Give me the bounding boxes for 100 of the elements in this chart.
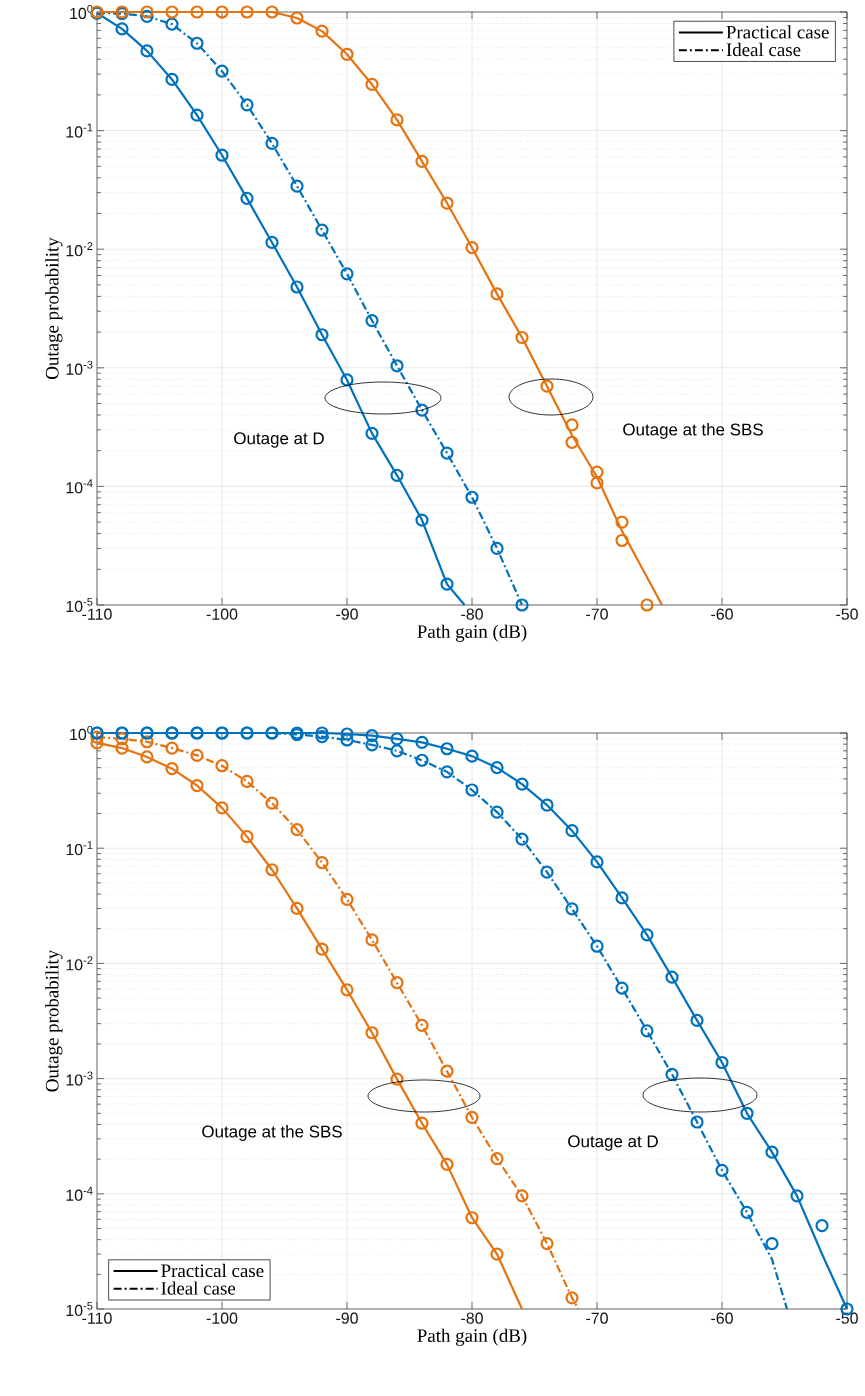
x-tick-label: -80	[461, 608, 483, 620]
point	[415, 403, 429, 417]
point	[365, 77, 379, 92]
point	[515, 598, 529, 612]
point	[315, 223, 329, 237]
point	[390, 468, 404, 482]
point	[540, 798, 554, 812]
point	[515, 330, 529, 345]
legend-label: Ideal case	[726, 42, 801, 57]
point	[540, 1236, 554, 1251]
point	[590, 855, 604, 869]
annotation: Outage at the SBS	[623, 423, 763, 439]
point	[365, 314, 379, 328]
point	[465, 490, 479, 504]
x-tick-label: -60	[711, 608, 733, 620]
point	[415, 735, 429, 749]
point	[340, 373, 354, 387]
point	[390, 744, 404, 758]
point	[190, 748, 204, 762]
point	[615, 533, 629, 548]
point	[515, 832, 529, 846]
point	[790, 1189, 804, 1203]
point	[415, 753, 429, 767]
point	[190, 36, 204, 50]
x-axis-title: Path gain (dB)	[417, 1328, 527, 1346]
point	[440, 742, 454, 756]
point	[615, 981, 629, 995]
point	[240, 98, 254, 112]
legend-label: Practical case	[726, 25, 829, 39]
point	[265, 235, 279, 250]
point	[190, 778, 204, 793]
point	[290, 280, 304, 294]
x-tick-label: -100	[206, 1312, 238, 1324]
point	[315, 856, 329, 870]
y-axis-title: Outage probability	[45, 949, 63, 1092]
point	[665, 1067, 679, 1081]
point	[215, 148, 229, 162]
point	[415, 513, 429, 527]
point	[165, 17, 179, 31]
point	[390, 732, 404, 746]
point	[215, 759, 229, 773]
point	[690, 1013, 704, 1028]
point	[190, 108, 204, 122]
point	[390, 976, 404, 990]
point	[140, 9, 154, 23]
x-tick-label: -100	[206, 608, 238, 620]
point	[340, 267, 354, 281]
point	[90, 736, 104, 750]
point	[115, 741, 129, 755]
point	[240, 830, 254, 844]
y-tick-label: 10$^{-2}$	[66, 956, 93, 971]
point	[290, 179, 304, 193]
point	[340, 47, 354, 61]
point	[315, 328, 329, 342]
point	[640, 928, 654, 942]
point	[665, 970, 679, 984]
annotation: Outage at the SBS	[202, 1125, 342, 1141]
point	[365, 738, 379, 752]
annotation: Outage at D	[568, 1135, 658, 1151]
legend-label: Practical case	[161, 1263, 264, 1278]
x-tick-label: -70	[586, 608, 608, 620]
annotation: Outage at D	[234, 432, 324, 448]
point	[615, 515, 629, 529]
point	[590, 465, 604, 479]
point	[640, 1024, 654, 1038]
point	[740, 1205, 754, 1219]
x-tick-label: -70	[586, 1312, 608, 1324]
point	[365, 728, 379, 743]
point	[540, 865, 554, 879]
point	[415, 154, 429, 168]
point	[165, 5, 179, 19]
point	[215, 5, 229, 19]
point	[515, 777, 529, 791]
point	[565, 1291, 579, 1305]
x-tick-label: -50	[836, 608, 858, 620]
point	[440, 1064, 454, 1078]
point	[415, 1018, 429, 1032]
point	[340, 892, 354, 906]
y-tick-label: 10$^{-2}$	[66, 242, 93, 257]
point	[440, 196, 454, 210]
point	[140, 44, 154, 58]
point	[465, 241, 479, 255]
point	[340, 727, 354, 741]
y-tick-label: 10$^{-1}$	[66, 123, 93, 138]
point	[115, 732, 129, 746]
point	[165, 72, 179, 87]
y-tick-label: 10$^{-1}$	[66, 841, 93, 856]
point	[565, 435, 579, 449]
point	[215, 801, 229, 815]
point	[315, 730, 329, 744]
point	[165, 741, 179, 755]
point	[440, 765, 454, 779]
y-tick-label: 10$^{-3}$	[66, 1071, 93, 1086]
point	[365, 426, 379, 440]
point	[240, 191, 254, 206]
point	[440, 1157, 454, 1171]
point	[740, 1106, 754, 1120]
point	[265, 136, 279, 150]
point	[240, 774, 254, 789]
x-tick-label: -60	[711, 1312, 733, 1324]
